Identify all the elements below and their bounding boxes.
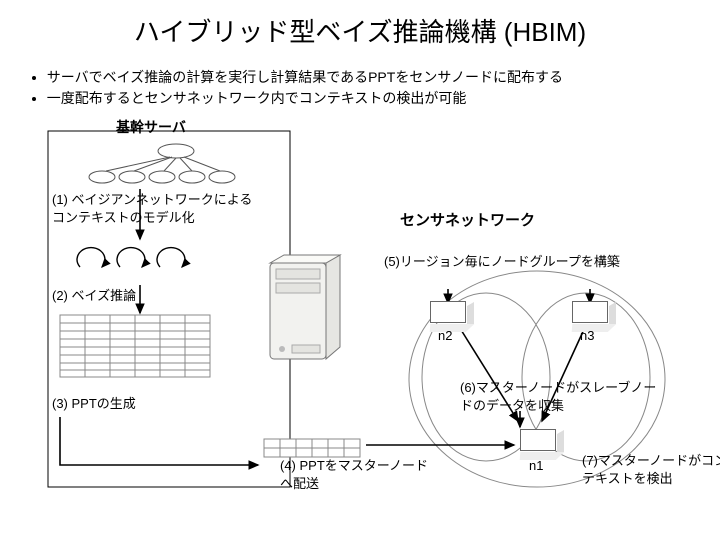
- server-tower-icon: [270, 255, 340, 359]
- step2-label: (2) ベイズ推論: [52, 287, 136, 305]
- bayes-net-graphic: [89, 144, 235, 183]
- step5-label: (5)リージョン毎にノードグループを構築: [384, 253, 694, 271]
- bullet-item: 一度配布するとセンサネットワーク内でコンテキストの検出が可能: [47, 88, 690, 109]
- server-label: 基幹サーバ: [116, 117, 186, 137]
- n2-label: n2: [438, 327, 452, 345]
- step7-label: (7)マスターノードがコンテキストを検出: [582, 452, 720, 487]
- node-n1: [520, 429, 556, 451]
- node-n3: [572, 301, 608, 323]
- inference-loops: [77, 248, 185, 267]
- ppt-table: [60, 315, 210, 377]
- n1-label: n1: [529, 457, 543, 475]
- n3-label: n3: [580, 327, 594, 345]
- bullet-item: サーバでベイズ推論の計算を実行し計算結果であるPPTをセンサノードに配布する: [47, 67, 690, 88]
- bullet-list: サーバでベイズ推論の計算を実行し計算結果であるPPTをセンサノードに配布する 一…: [30, 67, 690, 109]
- ppt-small-table: [264, 439, 360, 457]
- left-panel: [48, 131, 290, 487]
- step6-label: (6)マスターノードがスレーブノードのデータを収集: [460, 379, 660, 414]
- node-n2: [430, 301, 466, 323]
- diagram-canvas: 基幹サーバ センサネットワーク (1) ベイジアンネットワークによるコンテキスト…: [20, 117, 700, 497]
- step3-label: (3) PPTの生成: [52, 395, 136, 413]
- sensor-network-label: センサネットワーク: [400, 209, 535, 230]
- step1-label: (1) ベイジアンネットワークによるコンテキストのモデル化: [52, 191, 262, 226]
- step4-label: (4) PPTをマスターノードへ配送: [280, 457, 430, 492]
- page-title: ハイブリッド型ベイズ推論機構 (HBIM): [0, 0, 720, 49]
